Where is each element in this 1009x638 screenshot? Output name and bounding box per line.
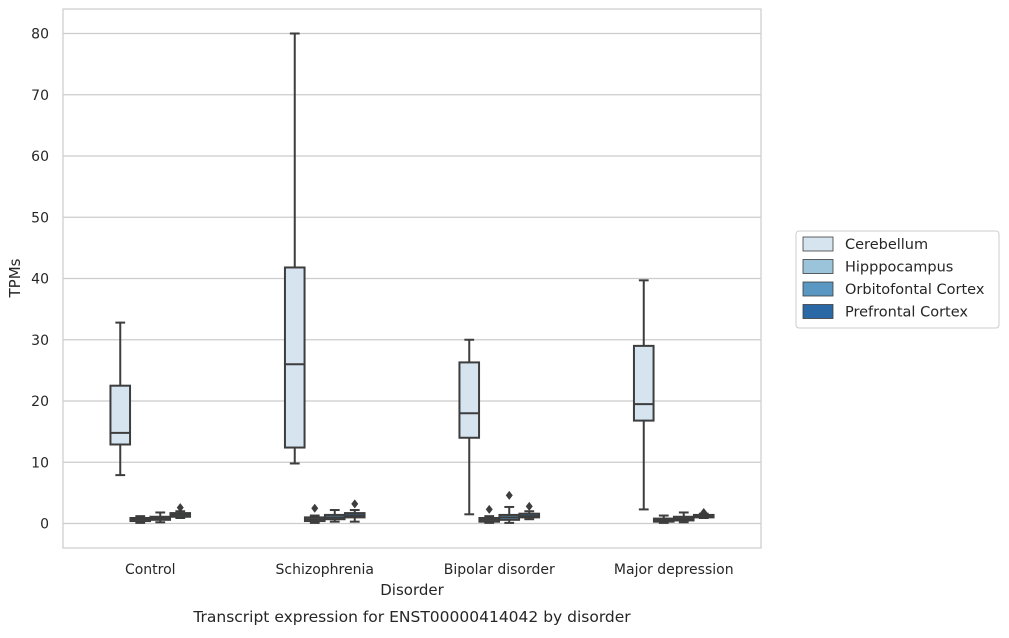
x-axis-ticks: Control Schizophrenia Bipolar disorder Majo… <box>125 562 734 578</box>
box-2-2 <box>498 490 521 524</box>
outlier-point <box>351 499 359 509</box>
x-tick-label: Schizophrenia <box>276 562 374 578</box>
box-body <box>632 344 655 422</box>
x-tick-label: Bipolar disorder <box>444 562 555 578</box>
outlier-point <box>525 501 533 511</box>
outlier-point <box>700 507 708 517</box>
boxes <box>109 32 715 524</box>
box-body <box>283 266 306 449</box>
y-tick-label: 0 <box>40 517 49 533</box>
legend: Cerebellum Hipppocampus Orbitofontal Corte… <box>795 230 1000 329</box>
y-tick-label: 30 <box>31 333 49 349</box>
x-axis-title: Disorder <box>380 581 444 599</box>
box-3-1 <box>343 499 366 523</box>
legend-swatch <box>802 281 834 297</box>
box-1-1 <box>303 503 326 524</box>
y-tick-label: 70 <box>31 88 49 104</box>
legend-swatch <box>802 304 834 319</box>
legend-label: Cerebellum <box>845 237 928 253</box>
y-tick-label: 80 <box>31 27 49 43</box>
legend-label: Orbitofontal Cortex <box>845 282 985 298</box>
legend-swatch <box>802 259 834 274</box>
box-1-2 <box>478 504 501 524</box>
box-0-0 <box>109 321 132 477</box>
box-3-2 <box>518 501 541 521</box>
box-2-3 <box>672 511 695 524</box>
box-0-1 <box>283 32 306 465</box>
legend-swatch <box>802 236 834 252</box>
outlier-point <box>485 504 493 514</box>
figure-caption: Transcript expression for ENST0000041404… <box>192 608 631 626</box>
y-axis-ticks: 0 10 20 30 40 50 60 70 80 <box>31 27 49 533</box>
x-tick-label: Control <box>125 562 176 578</box>
y-tick-label: 60 <box>31 149 49 165</box>
gridlines <box>63 32 761 525</box>
box-3-3 <box>692 507 715 519</box>
box-2-1 <box>323 509 346 523</box>
legend-items: Cerebellum Hipppocampus Orbitofontal Corte… <box>802 236 985 321</box>
outlier-point <box>311 503 319 513</box>
outlier-point <box>176 503 184 513</box>
box-body <box>109 384 132 446</box>
y-tick-label: 50 <box>31 210 49 226</box>
box-0-2 <box>458 338 481 516</box>
y-axis-title: TPMs <box>6 258 24 298</box>
plot-area-frame <box>62 8 762 549</box>
legend-label: Hipppocampus <box>845 260 953 276</box>
legend-label: Prefrontal Cortex <box>845 305 968 321</box>
box-1-0 <box>129 515 152 524</box>
box-2-0 <box>149 511 172 524</box>
box-body <box>458 361 481 439</box>
y-tick-label: 20 <box>31 394 49 410</box>
box-3-0 <box>169 503 192 519</box>
box-0-3 <box>632 279 655 511</box>
x-tick-label: Major depression <box>614 562 734 578</box>
y-tick-label: 10 <box>31 455 49 471</box>
box-1-3 <box>652 514 675 524</box>
outlier-point <box>505 490 513 500</box>
legend-frame <box>795 230 1000 329</box>
y-tick-label: 40 <box>31 272 49 288</box>
